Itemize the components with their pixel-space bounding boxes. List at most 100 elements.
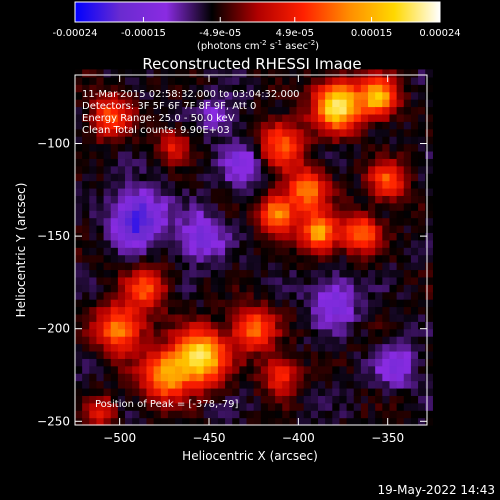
- heatmap-cell: [275, 106, 283, 115]
- heatmap-cell: [182, 321, 190, 330]
- heatmap-cell: [375, 106, 383, 115]
- heatmap-cell: [139, 299, 148, 308]
- heatmap-cell: [125, 262, 133, 271]
- heatmap-cell: [425, 232, 433, 241]
- heatmap-cell: [260, 343, 269, 352]
- heatmap-cell: [225, 313, 233, 322]
- heatmap-cell: [389, 239, 398, 248]
- heatmap-cell: [203, 247, 212, 256]
- heatmap-cell: [89, 165, 98, 174]
- heatmap-cell: [103, 143, 112, 152]
- heatmap-cell: [75, 343, 83, 352]
- heatmap-cell: [217, 121, 226, 130]
- heatmap-cell: [246, 113, 255, 122]
- heatmap-cell: [289, 202, 298, 211]
- heatmap-cell: [325, 365, 333, 374]
- heatmap-cell: [239, 276, 248, 285]
- heatmap-cell: [382, 217, 391, 226]
- heatmap-cell: [96, 113, 105, 122]
- heatmap-cell: [175, 284, 183, 293]
- heatmap-cell: [196, 254, 205, 263]
- heatmap-cell: [253, 106, 262, 115]
- heatmap-cell: [332, 187, 341, 196]
- heatmap-cell: [203, 158, 212, 167]
- heatmap-cell: [253, 321, 262, 330]
- y-tick-label: −200: [37, 322, 70, 336]
- heatmap-cell: [225, 113, 233, 122]
- heatmap-cell: [396, 210, 405, 219]
- heatmap-cell: [232, 328, 240, 337]
- heatmap-cell: [382, 136, 391, 145]
- heatmap-cell: [175, 299, 183, 308]
- heatmap-cell: [210, 150, 219, 159]
- heatmap-cell: [289, 239, 298, 248]
- heatmap-cell: [246, 343, 255, 352]
- heatmap-cell: [203, 210, 212, 219]
- heatmap-cell: [310, 217, 319, 226]
- heatmap-cell: [225, 410, 233, 419]
- x-tick-label: −450: [193, 431, 226, 445]
- heatmap-cell: [153, 284, 162, 293]
- heatmap-cell: [239, 254, 248, 263]
- heatmap-cell: [89, 225, 98, 234]
- heatmap-cell: [225, 106, 233, 115]
- heatmap-cell: [167, 121, 176, 130]
- heatmap-cell: [396, 173, 405, 182]
- heatmap-cell: [389, 136, 398, 145]
- heatmap-cell: [289, 276, 298, 285]
- heatmap-cell: [282, 254, 291, 263]
- heatmap-cell: [289, 91, 298, 100]
- heatmap-cell: [103, 328, 112, 337]
- heatmap-cell: [225, 328, 233, 337]
- heatmap-cell: [246, 202, 255, 211]
- heatmap-cell: [389, 232, 398, 241]
- heatmap-cell: [125, 180, 133, 189]
- heatmap-cell: [160, 417, 169, 426]
- heatmap-cell: [296, 402, 305, 411]
- heatmap-cell: [318, 202, 326, 211]
- heatmap-cell: [389, 113, 398, 122]
- heatmap-cell: [360, 158, 369, 167]
- heatmap-cell: [103, 276, 112, 285]
- heatmap-cell: [389, 313, 398, 322]
- heatmap-cell: [296, 262, 305, 271]
- heatmap-cell: [96, 202, 105, 211]
- heatmap-cell: [110, 417, 119, 426]
- heatmap-cell: [217, 365, 226, 374]
- heatmap-cell: [289, 84, 298, 93]
- heatmap-cell: [410, 395, 419, 404]
- x-tick-label: −500: [103, 431, 136, 445]
- heatmap-cell: [210, 262, 219, 271]
- heatmap-cell: [103, 210, 112, 219]
- heatmap-cell: [132, 106, 140, 115]
- heatmap-cell: [318, 402, 326, 411]
- heatmap-cell: [153, 276, 162, 285]
- heatmap-cell: [310, 195, 319, 204]
- heatmap-cell: [232, 336, 240, 345]
- heatmap-cell: [303, 84, 312, 93]
- heatmap-cell: [410, 225, 419, 234]
- heatmap-cell: [389, 402, 398, 411]
- heatmap-cell: [382, 313, 391, 322]
- heatmap-cell: [153, 225, 162, 234]
- heatmap-cell: [146, 247, 155, 256]
- heatmap-cell: [196, 217, 205, 226]
- heatmap-cell: [210, 217, 219, 226]
- heatmap-cell: [160, 239, 169, 248]
- colorbar-tick-label: -4.9e-05: [199, 28, 241, 39]
- heatmap-cell: [239, 350, 248, 359]
- heatmap-cell: [75, 336, 83, 345]
- heatmap-cell: [117, 76, 126, 85]
- heatmap-cell: [346, 225, 355, 234]
- heatmap-cell: [146, 402, 155, 411]
- heatmap-cell: [82, 173, 90, 182]
- heatmap-cell: [346, 69, 355, 78]
- heatmap-cell: [296, 380, 305, 389]
- heatmap-cell: [303, 121, 312, 130]
- heatmap-cell: [153, 350, 162, 359]
- heatmap-cell: [139, 313, 148, 322]
- heatmap-cell: [82, 84, 90, 93]
- heatmap-cell: [189, 299, 198, 308]
- heatmap-cell: [175, 328, 183, 337]
- heatmap-cell: [132, 180, 140, 189]
